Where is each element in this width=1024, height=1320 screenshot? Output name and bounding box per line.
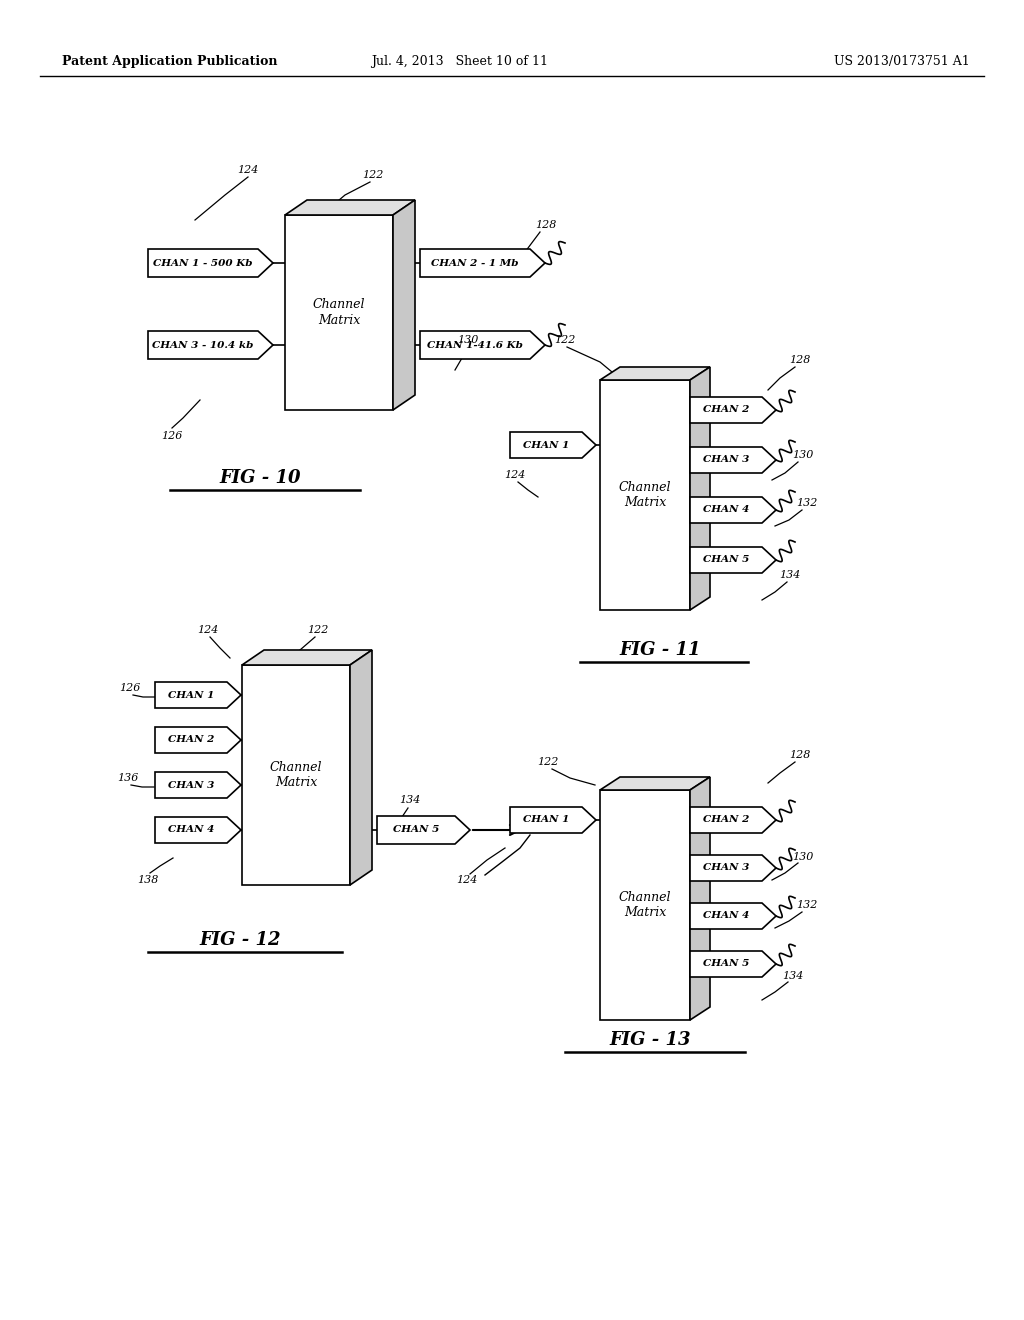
Polygon shape [510,432,596,458]
Text: CHAN 4: CHAN 4 [702,912,750,920]
Text: 130: 130 [793,851,814,862]
Polygon shape [155,727,241,752]
Text: 126: 126 [162,432,182,441]
Polygon shape [420,249,545,277]
Text: Channel
Matrix: Channel Matrix [269,762,323,789]
Text: 130: 130 [458,335,478,345]
Polygon shape [690,367,710,610]
Text: FIG - 10: FIG - 10 [219,469,301,487]
Text: CHAN 1: CHAN 1 [168,690,214,700]
Text: 124: 124 [238,165,259,176]
Text: 128: 128 [790,355,811,366]
Polygon shape [393,201,415,411]
Polygon shape [242,649,372,665]
Text: CHAN 2: CHAN 2 [702,816,750,825]
Text: FIG - 12: FIG - 12 [200,931,281,949]
Text: FIG - 13: FIG - 13 [609,1031,691,1049]
Text: 122: 122 [307,624,329,635]
Text: 134: 134 [399,795,421,805]
Polygon shape [155,772,241,799]
Text: US 2013/0173751 A1: US 2013/0173751 A1 [835,55,970,69]
Text: CHAN 1-41.6 Kb: CHAN 1-41.6 Kb [427,341,523,350]
Polygon shape [690,855,776,880]
Text: 128: 128 [536,220,557,230]
Polygon shape [690,903,776,929]
Polygon shape [690,807,776,833]
Text: 132: 132 [797,498,818,508]
Text: 132: 132 [797,900,818,909]
Polygon shape [285,201,415,215]
Text: 122: 122 [538,756,559,767]
Text: CHAN 1: CHAN 1 [523,816,569,825]
Text: CHAN 3: CHAN 3 [702,455,750,465]
Text: CHAN 3: CHAN 3 [702,863,750,873]
Polygon shape [155,817,241,843]
Text: Jul. 4, 2013   Sheet 10 of 11: Jul. 4, 2013 Sheet 10 of 11 [372,55,549,69]
Text: 124: 124 [198,624,219,635]
Polygon shape [285,215,393,411]
Text: 122: 122 [362,170,384,180]
Text: CHAN 2: CHAN 2 [702,405,750,414]
Polygon shape [600,789,690,1020]
Text: 134: 134 [782,972,804,981]
Text: FIG - 11: FIG - 11 [620,642,700,659]
Polygon shape [690,950,776,977]
Polygon shape [377,816,470,843]
Polygon shape [690,397,776,422]
Text: 122: 122 [554,335,575,345]
Text: Patent Application Publication: Patent Application Publication [62,55,278,69]
Text: CHAN 5: CHAN 5 [702,556,750,565]
Polygon shape [420,331,545,359]
Text: 136: 136 [118,774,138,783]
Polygon shape [155,682,241,708]
Polygon shape [600,367,710,380]
Text: CHAN 5: CHAN 5 [702,960,750,969]
Polygon shape [600,777,710,789]
Text: CHAN 3 - 10.4 kb: CHAN 3 - 10.4 kb [153,341,254,350]
Polygon shape [350,649,372,884]
Polygon shape [690,546,776,573]
Polygon shape [690,447,776,473]
Text: 124: 124 [457,875,477,884]
Polygon shape [242,665,350,884]
Polygon shape [148,249,273,277]
Text: 138: 138 [137,875,159,884]
Text: 130: 130 [793,450,814,459]
Polygon shape [510,807,596,833]
Text: CHAN 2 - 1 Mb: CHAN 2 - 1 Mb [431,259,519,268]
Polygon shape [148,331,273,359]
Text: 126: 126 [120,682,140,693]
Text: 128: 128 [790,750,811,760]
Text: CHAN 5: CHAN 5 [393,825,439,834]
Text: Channel
Matrix: Channel Matrix [618,891,672,919]
Polygon shape [600,380,690,610]
Text: CHAN 1: CHAN 1 [523,441,569,450]
Text: 124: 124 [504,470,525,480]
Text: CHAN 3: CHAN 3 [168,780,214,789]
Text: 134: 134 [779,570,801,579]
Polygon shape [690,777,710,1020]
Text: CHAN 2: CHAN 2 [168,735,214,744]
Polygon shape [690,498,776,523]
Text: Channel
Matrix: Channel Matrix [618,480,672,510]
Text: Channel
Matrix: Channel Matrix [312,298,366,326]
Text: CHAN 4: CHAN 4 [168,825,214,834]
Text: CHAN 4: CHAN 4 [702,506,750,515]
Text: CHAN 1 - 500 Kb: CHAN 1 - 500 Kb [154,259,253,268]
